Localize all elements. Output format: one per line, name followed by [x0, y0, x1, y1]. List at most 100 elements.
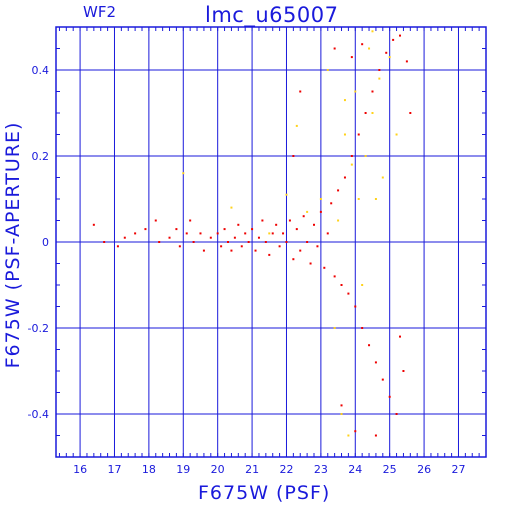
- x-tick-label: 21: [245, 463, 259, 476]
- y-tick-label: 0.4: [32, 64, 50, 77]
- data-point: [103, 241, 106, 243]
- data-point: [268, 232, 271, 235]
- data-point: [144, 228, 147, 231]
- data-point: [285, 241, 288, 243]
- data-point: [364, 155, 367, 157]
- data-point: [402, 370, 405, 372]
- data-point: [395, 133, 398, 136]
- data-point: [374, 361, 377, 364]
- data-point: [350, 163, 353, 166]
- y-axis-label: F675W (PSF-APERTURE): [2, 121, 24, 369]
- data-point: [233, 236, 236, 239]
- data-point: [254, 249, 257, 252]
- data-point: [316, 245, 319, 248]
- data-point: [251, 228, 254, 231]
- x-tick-label: 16: [73, 463, 87, 476]
- data-point: [202, 249, 205, 252]
- data-point: [268, 253, 271, 256]
- data-point: [275, 223, 278, 226]
- x-tick-labels: 16 17 18 19 20 21 22 23 24 25 26 27: [73, 463, 465, 476]
- data-point: [357, 198, 360, 200]
- data-point: [368, 344, 371, 347]
- data-point: [350, 155, 353, 157]
- x-tick-label: 19: [176, 463, 190, 476]
- data-point: [230, 206, 233, 209]
- data-point: [313, 223, 315, 226]
- data-point: [223, 228, 226, 231]
- x-tick-label: 25: [383, 463, 397, 476]
- data-point: [227, 241, 229, 243]
- data-point: [330, 202, 333, 205]
- data-point: [154, 219, 157, 222]
- data-point: [399, 335, 401, 338]
- data-point: [399, 34, 401, 37]
- data-point: [388, 395, 391, 398]
- data-point: [333, 327, 336, 329]
- data-point: [374, 434, 377, 437]
- plot-frame: [55, 26, 487, 458]
- data-point: [271, 232, 274, 235]
- data-point: [220, 245, 223, 248]
- x-tick-label: 22: [279, 463, 293, 476]
- x-tick-label: 27: [451, 463, 465, 476]
- data-point: [134, 232, 137, 235]
- data-point: [261, 219, 264, 222]
- data-point: [230, 249, 233, 252]
- x-axis-label: F675W (PSF): [198, 482, 331, 504]
- y-tick-label: -0.4: [28, 408, 49, 421]
- data-point: [178, 245, 181, 248]
- data-point: [343, 99, 346, 102]
- data-point: [333, 47, 336, 50]
- data-point: [306, 210, 309, 213]
- data-point: [257, 236, 260, 239]
- data-point: [364, 112, 367, 114]
- data-point: [182, 172, 185, 175]
- data-point: [285, 193, 288, 196]
- data-point: [350, 56, 353, 59]
- data-point: [378, 77, 381, 80]
- data-point: [278, 245, 281, 248]
- data-point: [357, 133, 360, 136]
- data-point: [175, 228, 178, 231]
- chip-label: WF2: [83, 3, 117, 21]
- x-tick-label: 17: [107, 463, 121, 476]
- grid-lines: [56, 27, 486, 457]
- data-point: [123, 236, 126, 239]
- data-point: [292, 155, 295, 157]
- data-point: [326, 232, 329, 235]
- data-point: [323, 266, 326, 269]
- data-point: [237, 223, 240, 226]
- data-point: [354, 305, 357, 308]
- data-point: [337, 189, 340, 192]
- x-tick-label: 24: [348, 463, 362, 476]
- data-point: [292, 258, 295, 261]
- data-point: [354, 90, 357, 93]
- data-point: [361, 284, 364, 286]
- data-point: [392, 38, 395, 41]
- data-point: [319, 198, 322, 200]
- data-point: [306, 241, 309, 243]
- data-point: [371, 90, 374, 93]
- data-point: [405, 60, 408, 63]
- data-point: [216, 232, 219, 235]
- y-tick-label: -0.2: [28, 322, 49, 335]
- data-point: [340, 404, 343, 407]
- data-point: [189, 219, 192, 222]
- data-point: [299, 90, 302, 93]
- y-tick-label: 0: [42, 236, 49, 249]
- data-point: [295, 228, 298, 231]
- x-tick-label: 20: [211, 463, 225, 476]
- data-point: [340, 284, 343, 286]
- data-point: [361, 327, 364, 329]
- data-point: [247, 241, 250, 243]
- data-point: [409, 112, 412, 114]
- data-point: [347, 434, 350, 437]
- data-point: [199, 232, 202, 235]
- data-point: [374, 198, 377, 200]
- data-point: [185, 232, 188, 235]
- x-tick-label: 18: [142, 463, 156, 476]
- data-point: [343, 133, 346, 136]
- data-point: [381, 176, 384, 179]
- data-point: [92, 223, 95, 226]
